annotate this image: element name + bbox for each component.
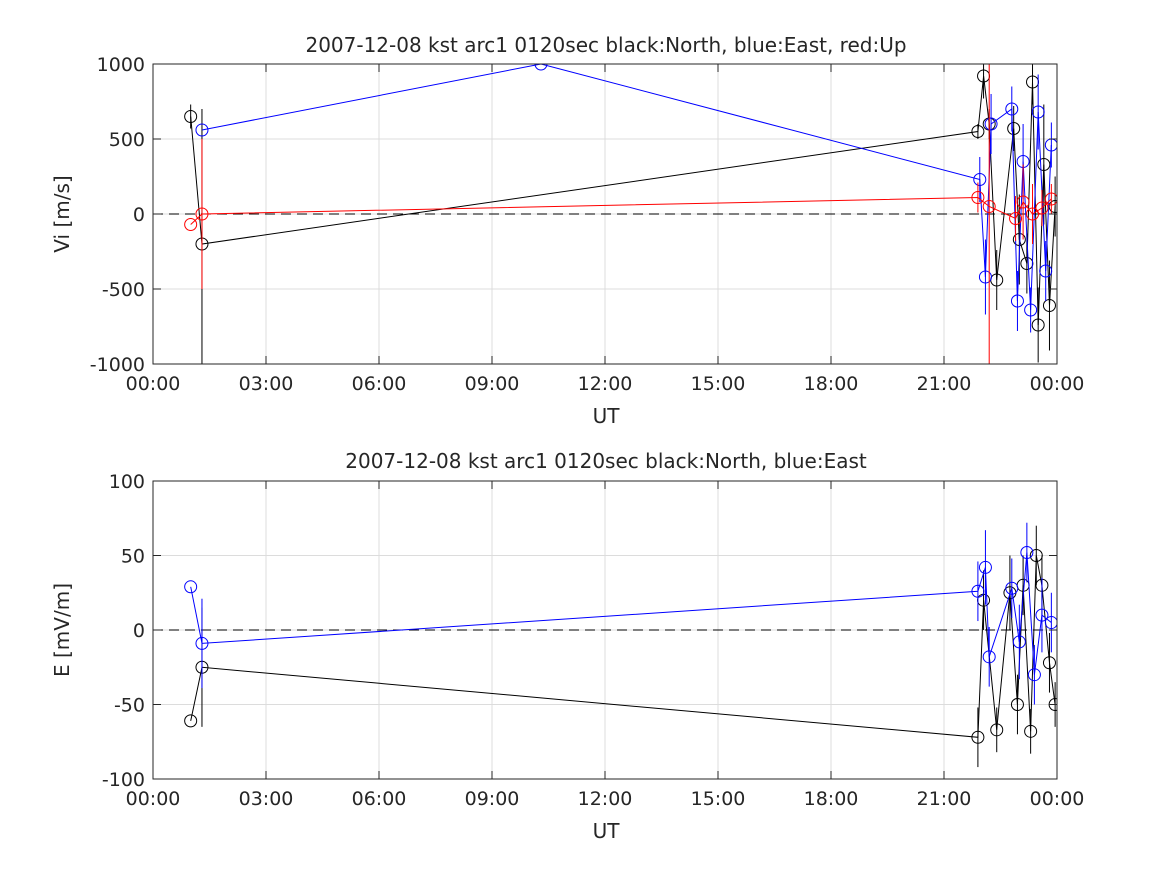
x-tick-label: 15:00 (691, 373, 746, 395)
data-point-up (1016, 195, 1030, 209)
data-point-north (1042, 656, 1056, 670)
y-tick-label: 100 (109, 471, 145, 493)
data-point-east (1024, 303, 1038, 317)
y-tick-label: -1000 (90, 354, 145, 376)
data-point-north (184, 714, 198, 728)
x-tick-label: 00:00 (126, 373, 181, 395)
y-tick-label: 0 (133, 204, 145, 226)
y-tick-label: 1000 (97, 54, 145, 76)
data-point-north (971, 125, 985, 138)
data-point-east (978, 270, 992, 284)
data-point-up (982, 200, 996, 213)
data-point-north (1037, 158, 1051, 171)
data-point-east (1005, 581, 1019, 595)
x-tick-label: 00:00 (1030, 788, 1085, 810)
data-point-east (1010, 294, 1024, 308)
data-point-east (973, 173, 987, 186)
velocity-y-axis-label: Vi [m/s] (50, 175, 74, 252)
efield-x-axis-label: UT (593, 819, 621, 843)
series-line-north (190, 75, 1056, 326)
data-point-east (184, 580, 198, 594)
data-point-north (1024, 724, 1038, 738)
data-point-north (1010, 698, 1024, 711)
data-point-up (1026, 207, 1040, 221)
data-point-east (1031, 105, 1045, 119)
data-layer (184, 522, 1057, 768)
efield-chart-title: 2007-12-08 kst arc1 0120sec black:North,… (345, 449, 867, 473)
efield-y-axis-label: E [mV/m] (50, 583, 74, 677)
y-tick-label: 50 (121, 546, 145, 568)
data-point-east (1035, 608, 1049, 622)
x-tick-label: 03:00 (239, 373, 294, 395)
data-point-east (1044, 616, 1057, 630)
y-tick-label: 0 (133, 620, 145, 642)
data-point-north (1048, 200, 1057, 213)
data-layer (184, 64, 1057, 364)
velocity-x-axis-label: UT (593, 404, 621, 428)
x-tick-label: 06:00 (352, 373, 407, 395)
x-tick-label: 00:00 (126, 788, 181, 810)
data-point-north (1029, 549, 1043, 562)
data-point-up (971, 191, 985, 204)
series-line-east (201, 64, 1052, 311)
data-point-east (195, 636, 209, 650)
data-point-north (184, 110, 198, 123)
data-point-east (982, 650, 996, 664)
data-point-east (1027, 668, 1041, 682)
x-tick-label: 03:00 (239, 788, 294, 810)
y-tick-label: 500 (109, 129, 145, 151)
data-point-east (1020, 546, 1034, 560)
electric-field-panel: 2007-12-08 kst arc1 0120sec black:North,… (50, 449, 1084, 843)
data-point-east (1012, 635, 1026, 649)
x-tick-label: 09:00 (465, 373, 520, 395)
data-point-up (1035, 201, 1049, 215)
y-tick-label: -100 (102, 769, 145, 791)
data-point-east (984, 117, 998, 131)
x-tick-label: 12:00 (578, 373, 633, 395)
x-tick-label: 18:00 (804, 373, 859, 395)
data-point-up (184, 218, 198, 231)
velocity-panel: 2007-12-08 kst arc1 0120sec black:North,… (50, 33, 1084, 428)
x-tick-label: 18:00 (804, 788, 859, 810)
y-tick-label: -500 (102, 279, 145, 301)
x-tick-label: 15:00 (691, 788, 746, 810)
data-point-up (1009, 212, 1023, 225)
data-point-east (978, 560, 992, 574)
x-tick-label: 09:00 (465, 788, 520, 810)
data-point-north (1042, 299, 1056, 312)
velocity-chart-title: 2007-12-08 kst arc1 0120sec black:North,… (305, 33, 906, 57)
y-tick-label: -50 (114, 695, 145, 717)
x-tick-label: 00:00 (1030, 373, 1085, 395)
data-point-east (1039, 264, 1053, 278)
data-point-up (195, 207, 209, 221)
data-point-east (1005, 102, 1019, 116)
x-tick-label: 06:00 (352, 788, 407, 810)
x-tick-label: 21:00 (917, 788, 972, 810)
x-tick-label: 12:00 (578, 788, 633, 810)
data-point-east (534, 64, 548, 71)
data-point-east (195, 123, 209, 137)
data-point-north (990, 723, 1004, 737)
data-point-north (1007, 122, 1021, 135)
x-tick-label: 21:00 (917, 373, 972, 395)
data-point-north (1031, 318, 1045, 332)
data-point-east (971, 584, 985, 598)
data-point-up (1044, 192, 1057, 206)
data-point-north (971, 730, 985, 744)
